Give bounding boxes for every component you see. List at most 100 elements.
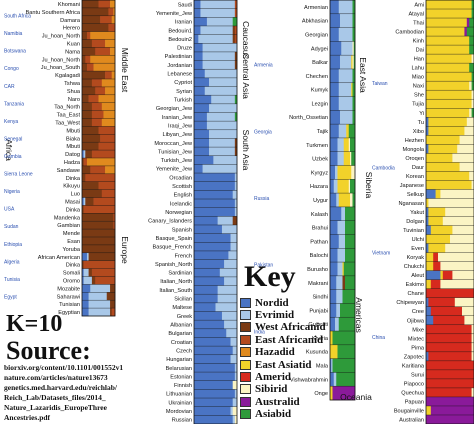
bar-segment-evrimid	[88, 300, 111, 309]
bar-segment-sibirid	[459, 162, 474, 172]
bar-segment-sibirid	[469, 171, 474, 181]
population-label-czech: Czech	[176, 348, 192, 354]
source-line-3[interactable]: genetics.med.harvard.edu/reichlab/	[4, 383, 117, 392]
bar-segment-evrimid	[234, 173, 238, 182]
bar-segment-amerid	[433, 252, 439, 262]
population-label-mbuti: Mbuti	[66, 128, 80, 134]
population-label-adygei: Adygei	[311, 46, 328, 52]
bar-segment-east-africanid	[98, 181, 116, 190]
bar-segment-east-africanid	[83, 205, 116, 214]
bar-segment-evrimid	[217, 216, 233, 226]
bar-segment-asiabid	[345, 248, 356, 263]
subregion-label-tanzania: Tanzania	[4, 101, 24, 107]
bar-segment-asiabid	[351, 151, 356, 166]
bar-segment-east-asiatid	[426, 252, 434, 262]
bar-segment-nordid	[330, 234, 340, 249]
population-label-vishwabrahmin: Vishwabrahmin	[290, 377, 328, 383]
bar-segment-sibirid	[466, 117, 474, 127]
bar-segment-east-asiatid	[426, 90, 472, 100]
population-label-dinka: Dinka	[66, 207, 81, 213]
source-line-5[interactable]: Nature_Lazaridis_EuropeThree	[4, 403, 107, 412]
bar-segment-west-africanid	[82, 79, 93, 88]
population-label-finnish: Finnish	[174, 383, 192, 389]
population-label-iranian-jew: Iranian_Jew	[162, 115, 193, 121]
bar-segment-nordid	[426, 306, 432, 316]
bar-segment-hazadid	[111, 15, 116, 24]
bar-segment-evrimid	[221, 224, 238, 234]
bar-segment-asiabid	[345, 275, 356, 290]
population-label-somali: Somali	[63, 271, 80, 277]
bar-segment-evrimid	[204, 69, 238, 79]
population-label-mozabite: Mozabite	[57, 286, 80, 292]
population-label-abkhasian: Abkhasian	[302, 19, 328, 25]
population-label-yi: Yi	[419, 111, 424, 117]
bar-segment-evrimid	[88, 308, 111, 317]
subregion-label-sudan: Sudan	[4, 224, 19, 230]
bar-segment-east-asiatid	[330, 386, 333, 401]
bar-segment-evrimid	[338, 27, 353, 42]
bar-segment-asiabid	[342, 289, 356, 304]
source-line-4[interactable]: Reich_Lab/Datasets_files/2014_	[4, 393, 106, 402]
bar-segment-sibirid	[471, 333, 474, 344]
bar-segment-amerid	[426, 360, 474, 371]
population-label-sicilian: Sicilian	[174, 297, 192, 303]
bar-segment-evrimid	[230, 337, 238, 347]
bar-segment-asiabid	[234, 95, 238, 105]
bar-segment-evrimid	[202, 164, 238, 174]
bar-segment-sibirid	[471, 99, 474, 109]
bar-segment-evrimid	[230, 242, 238, 252]
region-label-east-asia: East Asia	[358, 57, 368, 93]
population-label-luo: Luo	[71, 192, 80, 198]
population-label-kharia: Kharia	[312, 336, 329, 342]
bar-segment-hazadid	[90, 55, 116, 64]
population-label-north-ossetian: North_Ossetian	[289, 115, 328, 121]
bar-segment-nordid	[194, 415, 233, 424]
bar-segment-east-africanid	[108, 23, 116, 32]
population-label-datog: Datog	[65, 152, 80, 158]
population-label-masai: Masai	[65, 199, 80, 205]
population-label-palestinian: Palestinian	[165, 54, 192, 60]
population-label-bedouin2: Bedouin2	[168, 37, 192, 43]
bar-segment-australid	[426, 414, 474, 424]
population-label-yemenite-jew: Yemenite_Jew	[156, 11, 193, 17]
population-label-chechen: Chechen	[306, 74, 328, 80]
legend-swatch	[240, 384, 251, 395]
bar-segment-asiabid	[352, 0, 356, 14]
population-label-bedouin1: Bedouin1	[168, 28, 192, 34]
population-label-syrian: Syrian	[176, 89, 192, 95]
bar-segment-hazadid	[90, 31, 116, 40]
bar-segment-evrimid	[83, 276, 93, 285]
legend-item-evrimid: Evrimid	[240, 308, 294, 321]
source-line-6[interactable]: Ancestries.pdf	[4, 413, 51, 422]
bar-segment-evrimid	[200, 25, 233, 35]
bar-segment-nordid	[330, 220, 338, 235]
bar-segment-evrimid	[230, 233, 238, 243]
source-line-1[interactable]: biorxiv.org/content/10.1101/001552v1	[4, 363, 124, 372]
bar-segment-evrimid	[90, 284, 111, 293]
bar-segment-evrimid	[204, 86, 238, 96]
bar-segment-west-africanid	[82, 165, 91, 174]
bar-segment-sibirid	[471, 387, 474, 398]
bar-segment-west-africanid	[82, 142, 99, 151]
population-label-daur: Daur	[412, 165, 424, 171]
bar-segment-evrimid	[206, 112, 236, 122]
bar-segment-evrimid	[224, 276, 238, 286]
bar-segment-evrimid	[219, 268, 238, 278]
bar-segment-asiabid	[345, 206, 356, 221]
population-label-belarusian: Belarusian	[166, 366, 192, 372]
legend-item-east-asiatid: East Asiatid	[240, 358, 312, 371]
bar-segment-evrimid	[337, 151, 345, 166]
population-label-quechua: Quechua	[401, 390, 425, 396]
bar-segment-asiabid	[340, 303, 356, 318]
source-line-2[interactable]: nature.com/articles/nature13673	[4, 373, 108, 382]
bar-segment-nordid	[194, 276, 225, 286]
population-label-turkmen: Turkmen	[306, 143, 328, 149]
bar-segment-evrimid	[338, 0, 353, 14]
subregion-label-georgia: Georgia	[254, 129, 272, 135]
bar-segment-east-asiatid	[426, 261, 434, 271]
bar-segment-west-africanid	[82, 134, 101, 143]
bar-segment-evrimid	[234, 389, 238, 399]
bar-segment-west-africanid	[232, 34, 236, 44]
bar-segment-evrimid	[206, 17, 233, 27]
bar-segment-amerid	[426, 378, 474, 389]
